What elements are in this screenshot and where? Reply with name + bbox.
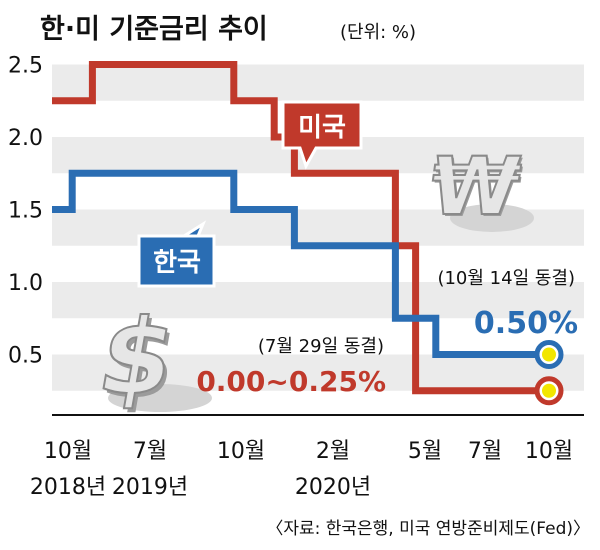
grid-band [52, 64, 584, 101]
x-tick-month: 10월 [217, 439, 265, 464]
us-note: (7월 29일 동결) [258, 336, 384, 357]
x-tick-year: 2020년 [295, 475, 371, 500]
y-tick-label: 1.5 [8, 199, 43, 224]
x-tick-year: 2019년 [112, 475, 188, 500]
x-tick-month: 10월 [44, 439, 92, 464]
x-tick-month: 7월 [133, 439, 167, 464]
y-tick-label: 0.5 [8, 344, 43, 369]
y-tick-label: 2.5 [8, 54, 43, 79]
y-tick-label: 2.0 [8, 126, 43, 151]
x-tick-month: 7월 [468, 439, 502, 464]
svg-text:₩: ₩ [424, 139, 525, 233]
end-markers [534, 340, 564, 406]
source-note: 〈자료: 한국은행, 미국 연방준비제도(Fed)〉 [266, 519, 590, 539]
svg-text:₩: ₩ [426, 141, 527, 235]
korea-label-callout: 한국 [137, 220, 216, 288]
korea-label: 한국 [153, 248, 201, 278]
y-tick-label: 1.0 [8, 271, 43, 296]
korea-note: (10월 14일 동결) [437, 268, 575, 289]
us-label-callout: 미국 [281, 100, 363, 170]
x-tick-month: 2월 [316, 439, 350, 464]
series-line-한국 [52, 169, 549, 358]
x-tick-month: 5월 [408, 439, 442, 464]
end-marker-dot [542, 347, 556, 362]
grid-band [52, 282, 584, 319]
unit-label: (단위: %) [340, 22, 416, 43]
end-marker-dot [542, 383, 556, 398]
korea-value: 0.50% [474, 306, 578, 341]
dollar-sign-icon: $ $ [89, 296, 212, 422]
y-axis-ticks: 0.5 1.0 1.5 2.0 2.5 [8, 54, 43, 369]
x-tick-month: 10월 [525, 439, 573, 464]
x-tick-year: 2018년 [30, 475, 106, 500]
grid-band [52, 354, 584, 391]
won-sign-icon: ₩ ₩ [423, 138, 534, 235]
us-value: 0.00~0.25% [196, 365, 386, 398]
chart-title: 한·미 기준금리 추이 [40, 14, 268, 45]
x-axis-ticks: 10월 2018년 7월 2019년 10월 2월 2020년 5월 7월 10월 [30, 439, 573, 500]
us-label: 미국 [298, 113, 346, 143]
